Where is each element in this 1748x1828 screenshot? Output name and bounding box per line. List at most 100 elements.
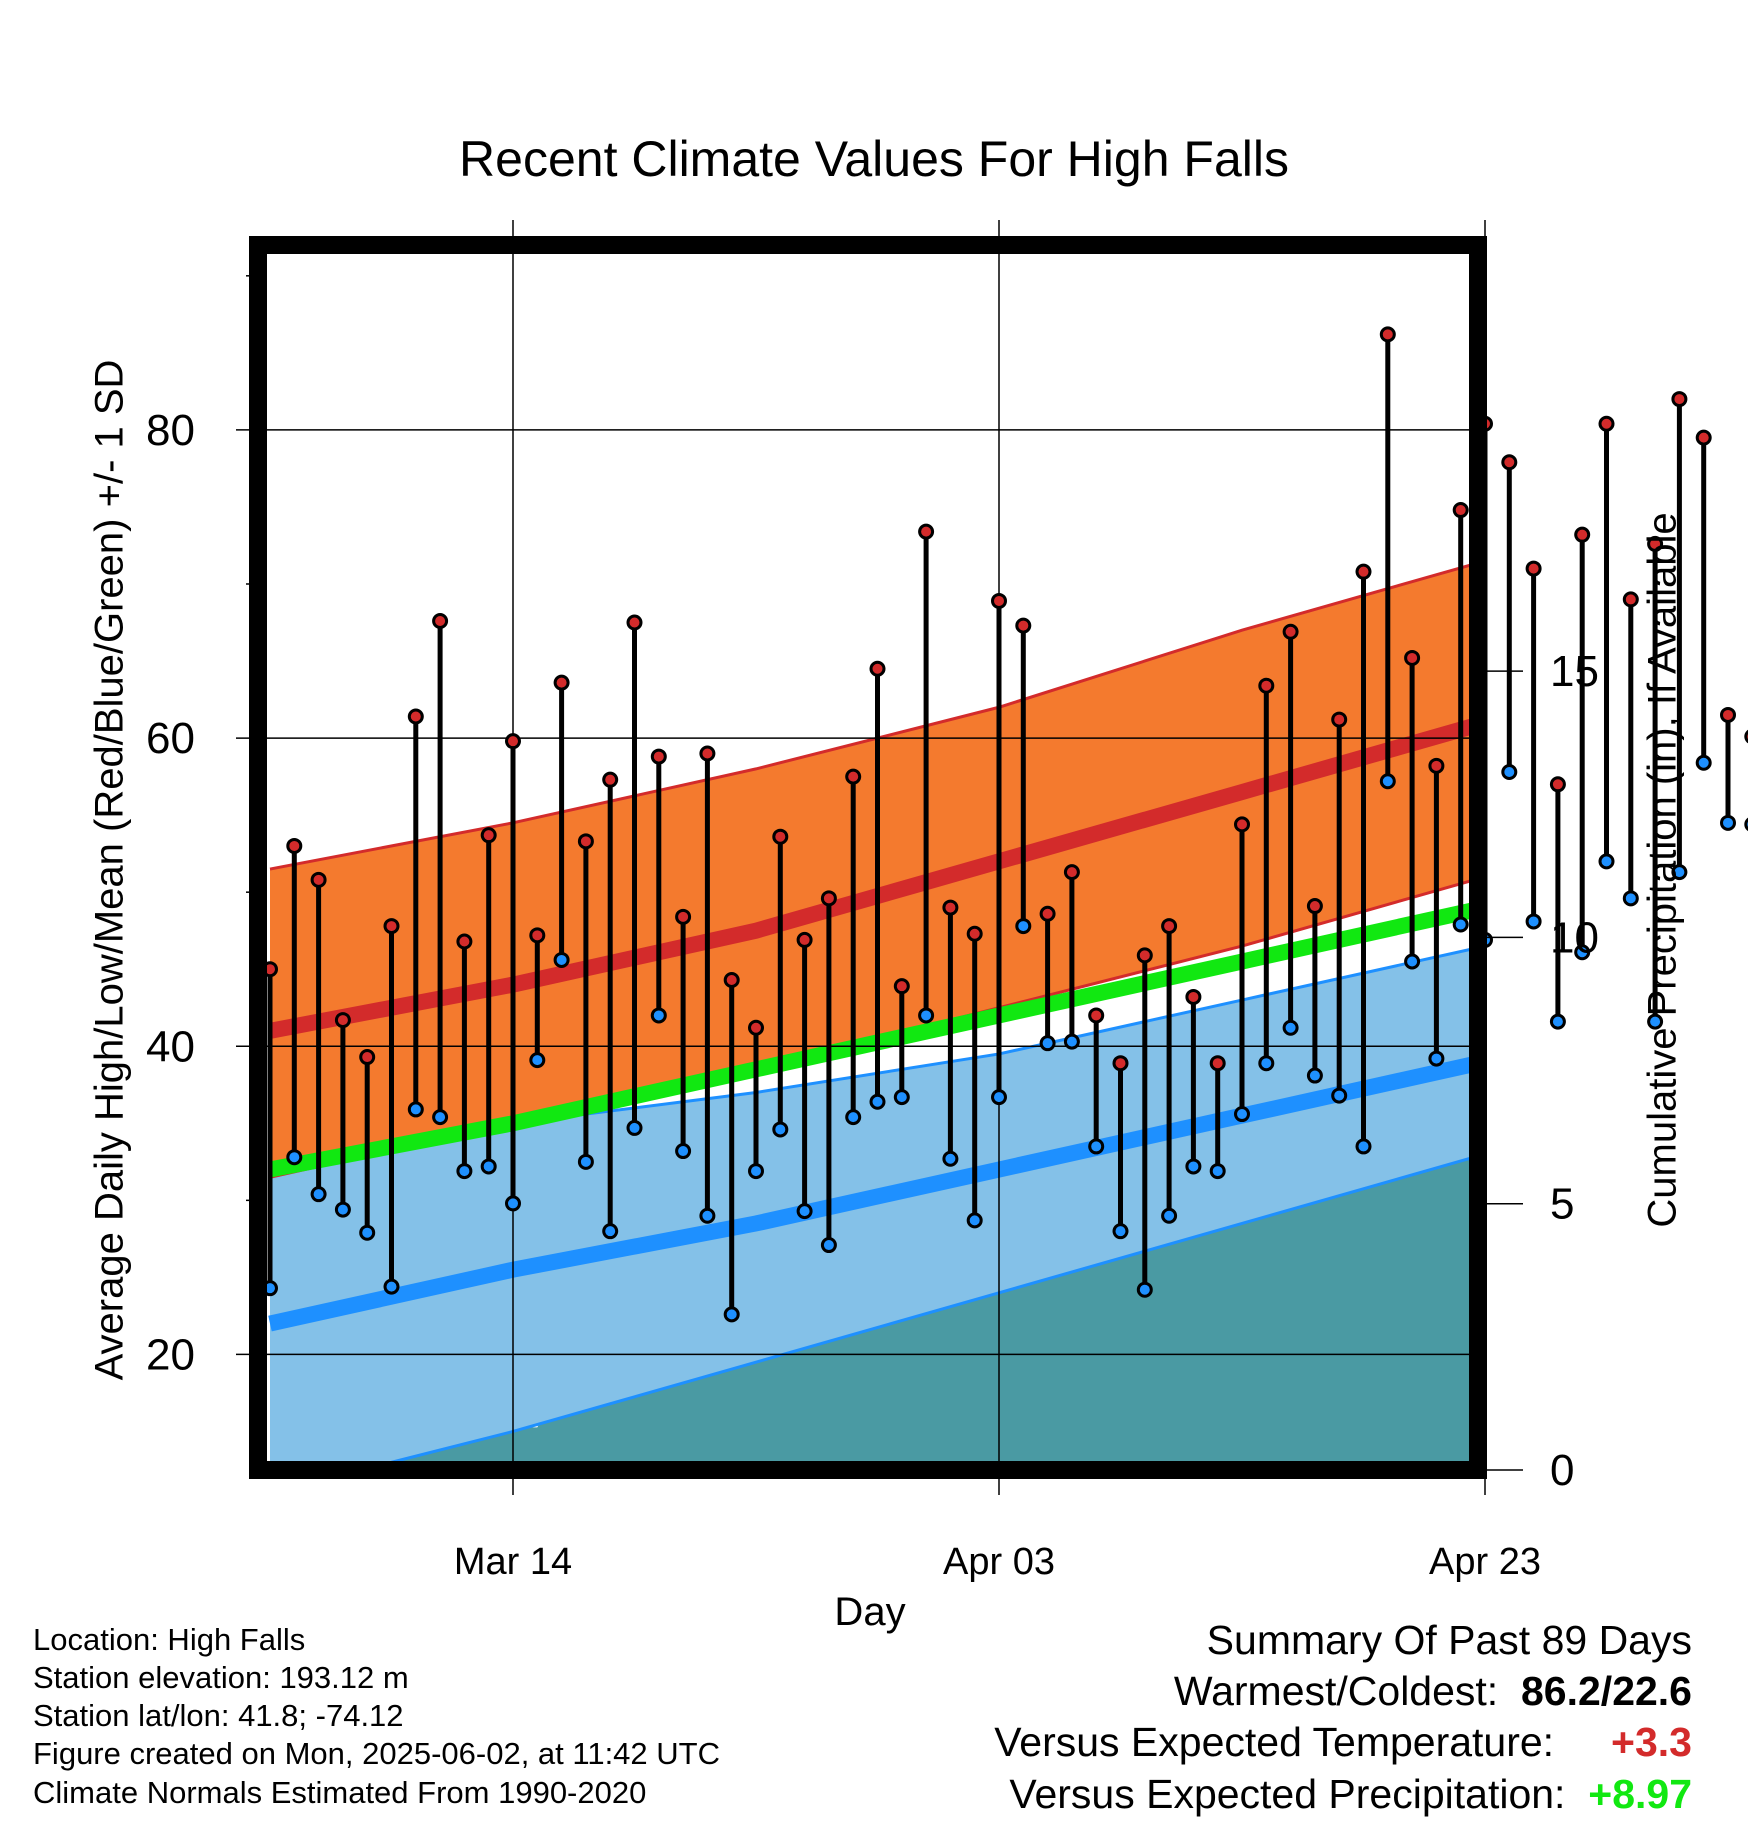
daily-low-point: [577, 1153, 594, 1170]
daily-low-point: [1136, 1281, 1153, 1298]
summary-warm-cold-value: 86.2/22.6: [1521, 1668, 1692, 1714]
summary-temp-label: Versus Expected Temperature:: [994, 1719, 1555, 1765]
daily-high-point: [1063, 864, 1080, 881]
daily-low-point: [723, 1306, 740, 1323]
daily-low-point: [772, 1121, 789, 1138]
y2-tick-label: 15: [1550, 647, 1599, 696]
daily-low-point: [359, 1224, 376, 1241]
summary-warm-cold-label: Warmest/Coldest:: [1173, 1668, 1499, 1714]
daily-high-point: [1574, 526, 1591, 543]
daily-low-point: [1282, 1019, 1299, 1036]
daily-high-point: [1744, 729, 1748, 744]
daily-low-point: [918, 1007, 935, 1024]
daily-low-point: [1039, 1035, 1056, 1052]
daily-low-point: [699, 1207, 716, 1224]
daily-low-point: [1185, 1158, 1202, 1175]
daily-low-point: [820, 1237, 837, 1254]
y2-tick-label: 5: [1550, 1180, 1574, 1229]
daily-low-point: [1331, 1087, 1348, 1104]
daily-high-point: [1647, 535, 1664, 552]
daily-low-point: [505, 1195, 521, 1212]
summary-precip-label: Versus Expected Precipitation:: [1009, 1771, 1566, 1817]
x-axis-label: Day: [834, 1590, 906, 1634]
y-tick-label: 20: [146, 1330, 195, 1379]
daily-high-point: [407, 708, 424, 725]
daily-low-point: [893, 1089, 910, 1106]
summary-temp: Versus Expected Temperature: +3.3: [994, 1719, 1692, 1766]
daily-high-point: [1549, 776, 1566, 793]
daily-high-point: [991, 592, 1007, 609]
daily-low-point: [456, 1163, 473, 1180]
daily-high-point: [845, 768, 862, 785]
x-tick-label: Apr 03: [943, 1541, 1055, 1583]
daily-high-point: [1622, 591, 1639, 608]
low-lower-line: [355, 1154, 1478, 1470]
daily-high-point: [577, 833, 594, 850]
daily-low-point: [675, 1143, 692, 1160]
daily-low-point: [1525, 913, 1542, 930]
y-axis-label-right: Cumulative Precipitation (in), If Availa…: [1640, 512, 1685, 1228]
daily-high-point: [383, 918, 400, 935]
chart-title: Recent Climate Values For High Falls: [459, 131, 1289, 187]
daily-low-point: [869, 1093, 886, 1110]
daily-low-point: [1355, 1138, 1372, 1155]
footer-normals: Climate Normals Estimated From 1990-2020: [33, 1775, 647, 1810]
low-upper-line: [269, 946, 1478, 1164]
daily-high-point: [286, 837, 303, 854]
daily-high-point: [1282, 623, 1299, 640]
daily-low-point: [1063, 1033, 1080, 1050]
daily-high-point: [1088, 1007, 1105, 1024]
high-upper-line: [269, 561, 1478, 871]
daily-high-point: [1404, 649, 1421, 666]
y-axis-label-left: Average Daily High/Low/Mean (Red/Blue/Gr…: [87, 359, 132, 1381]
daily-high-point: [1185, 988, 1202, 1005]
summary-precip: Versus Expected Precipitation: +8.97: [1009, 1771, 1692, 1818]
daily-high-point: [1161, 918, 1178, 935]
summary-precip-value: +8.97: [1588, 1771, 1692, 1817]
high-sd-band: [270, 562, 1478, 1178]
daily-high-point: [1112, 1055, 1129, 1072]
daily-high-point: [1355, 563, 1372, 580]
daily-high-point: [1671, 391, 1688, 408]
daily-low-point: [1428, 1050, 1445, 1067]
daily-high-point: [553, 674, 570, 691]
y-tick-label: 40: [146, 1022, 195, 1071]
daily-low-point: [1671, 864, 1688, 881]
x-tick-label: Apr 23: [1429, 1541, 1541, 1583]
daily-low-point: [1501, 763, 1518, 780]
daily-high-point: [1331, 711, 1348, 728]
daily-low-point: [1379, 773, 1396, 790]
daily-low-point: [1744, 817, 1748, 832]
daily-high-point: [918, 523, 935, 540]
daily-low-point: [1088, 1138, 1105, 1155]
daily-low-point: [1404, 953, 1421, 970]
daily-high-point: [602, 771, 619, 788]
plot-frame: [249, 236, 1487, 1479]
daily-high-point: [869, 660, 886, 677]
x-tick-label: Mar 14: [454, 1541, 572, 1583]
daily-high-point: [1209, 1055, 1226, 1072]
daily-low-point: [602, 1223, 619, 1240]
daily-low-point: [626, 1119, 643, 1136]
daily-low-point: [845, 1109, 862, 1126]
daily-low-point: [1234, 1106, 1250, 1123]
daily-high-point: [1015, 617, 1032, 634]
daily-high-point: [334, 1012, 351, 1029]
daily-high-point: [1258, 677, 1275, 694]
daily-high-point: [748, 1019, 764, 1036]
daily-low-point: [553, 951, 570, 968]
footer-latlon: Station lat/lon: 41.8; -74.12: [33, 1698, 404, 1733]
daily-high-point: [1695, 429, 1712, 446]
daily-high-point: [1306, 898, 1323, 915]
daily-high-point: [1452, 502, 1469, 519]
daily-low-point: [1574, 944, 1591, 961]
daily-high-point: [966, 925, 983, 942]
daily-low-point: [1258, 1055, 1275, 1072]
daily-high-point: [699, 745, 716, 762]
daily-high-point: [1379, 326, 1396, 343]
daily-low-point: [1306, 1067, 1323, 1084]
daily-low-point: [1622, 890, 1639, 907]
summary-title: Summary Of Past 89 Days: [1206, 1617, 1692, 1663]
daily-low-point: [1161, 1207, 1178, 1224]
